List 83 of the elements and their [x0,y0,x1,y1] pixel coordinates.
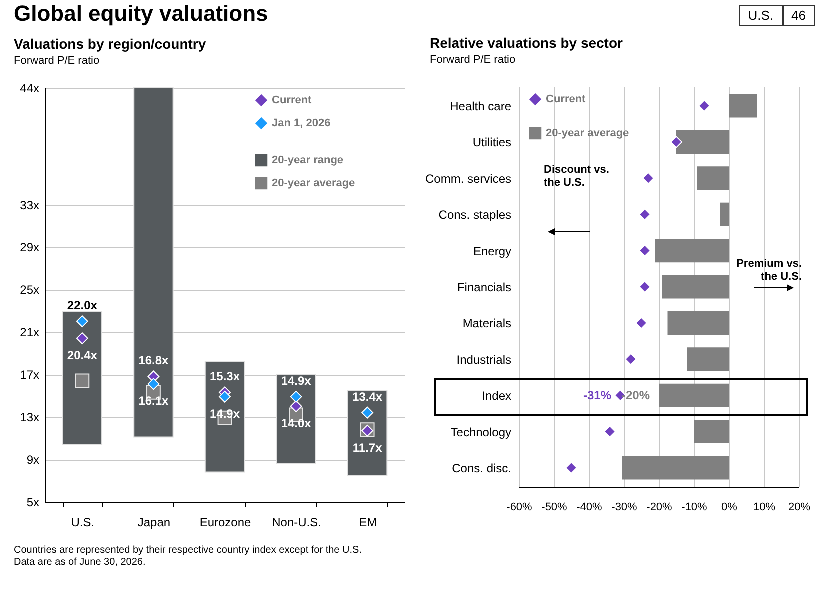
data-label: 14.9x [281,374,312,388]
point [625,353,637,366]
x-tick-label: EM [359,516,378,530]
x-tick-label: 0% [722,502,738,514]
y-tick-label: 5x [26,496,40,510]
x-tick-label: -10% [682,502,708,514]
x-tick-label: Eurozone [200,516,252,530]
y-tick-label: 17x [20,368,40,382]
y-tick-label: Health care [450,100,512,114]
bar [62,311,103,446]
y-tick-label: Cons. disc. [452,461,512,476]
y-tick-label: 25x [20,283,40,298]
legend-label: Current [272,94,312,106]
data-label: 15.3x [210,370,240,384]
y-tick-label: Energy [473,244,512,258]
x-tick-label: -20% [646,502,673,514]
annotation: Discount vs. the U.S. [544,164,610,190]
x-tick-label: -40% [576,502,603,514]
y-tick-label: 29x [20,240,40,255]
text: Global equity valuations [14,1,268,27]
legend-label: Current [546,94,586,106]
point [642,172,654,184]
point [219,390,231,403]
y-tick-label: 13x [20,410,40,425]
y-tick-label: 21x [20,326,40,340]
y-tick-label: Utilities [472,136,512,150]
data-label: 16.1x [138,394,170,408]
bar [204,361,246,473]
legend-label: 20-year average [272,178,356,190]
point [290,390,302,403]
legend-label: 20-year range [272,154,344,166]
chart-title: Valuations by region/country [14,36,206,52]
annotation: Premium vs. the U.S. [736,258,802,284]
y-tick-label: Industrials [456,352,512,367]
x-tick-label: U.S. [71,516,95,530]
y-tick-label: Materials [462,316,512,331]
x-tick-label: 10% [753,502,776,514]
point [639,281,651,293]
data-label: 22.0x [67,298,98,313]
x-tick-label: Non-U.S. [272,516,322,530]
text: 46 [782,5,815,26]
y-tick-label: Technology [450,425,512,440]
data-label: 14.0x [281,416,312,430]
data-label: 16.8x [138,354,170,368]
point [76,316,88,328]
y-tick-label: Index [482,389,512,404]
y-tick-label: Financials [457,280,512,294]
legend-label: 20-year average [546,128,630,140]
point [290,400,302,412]
point [639,244,651,257]
point [698,100,710,112]
legend-label: Jan 1, 2026 [272,118,331,130]
text: Countries are represented by their respective country index except for the U.S. [14,545,362,557]
data-label: -20% [622,388,650,403]
y-tick-label: 9x [26,453,40,468]
point [148,378,160,390]
x-tick-label: -60% [506,502,533,514]
text: U.S. [739,5,783,26]
point [639,208,651,221]
y-tick-label: Cons. staples [438,208,512,222]
bar [134,88,174,438]
chart-subtitle: Forward P/E ratio [430,54,516,66]
x-tick-label: -50% [542,502,568,514]
point [604,426,616,438]
point [362,406,374,419]
x-tick-label: 20% [788,502,811,514]
x-tick-label: Japan [138,516,171,530]
data-label: 11.7x [352,440,383,455]
chart-subtitle: Forward P/E ratio [14,55,100,67]
text: Data are as of June 30, 2026. [14,557,147,569]
data-label: 13.4x [352,390,383,404]
point [636,317,648,330]
data-label: -31% [583,388,612,403]
data-label: 20.4x [67,348,98,363]
x-tick-label: -30% [612,502,638,514]
point [566,462,578,474]
chart-title: Relative valuations by sector [430,35,624,51]
y-tick-label: Comm. services [425,172,512,186]
point [75,374,90,388]
point [76,332,88,344]
y-tick-label: 33x [20,198,40,212]
y-tick-label: 44x [20,82,40,96]
point [670,136,682,148]
